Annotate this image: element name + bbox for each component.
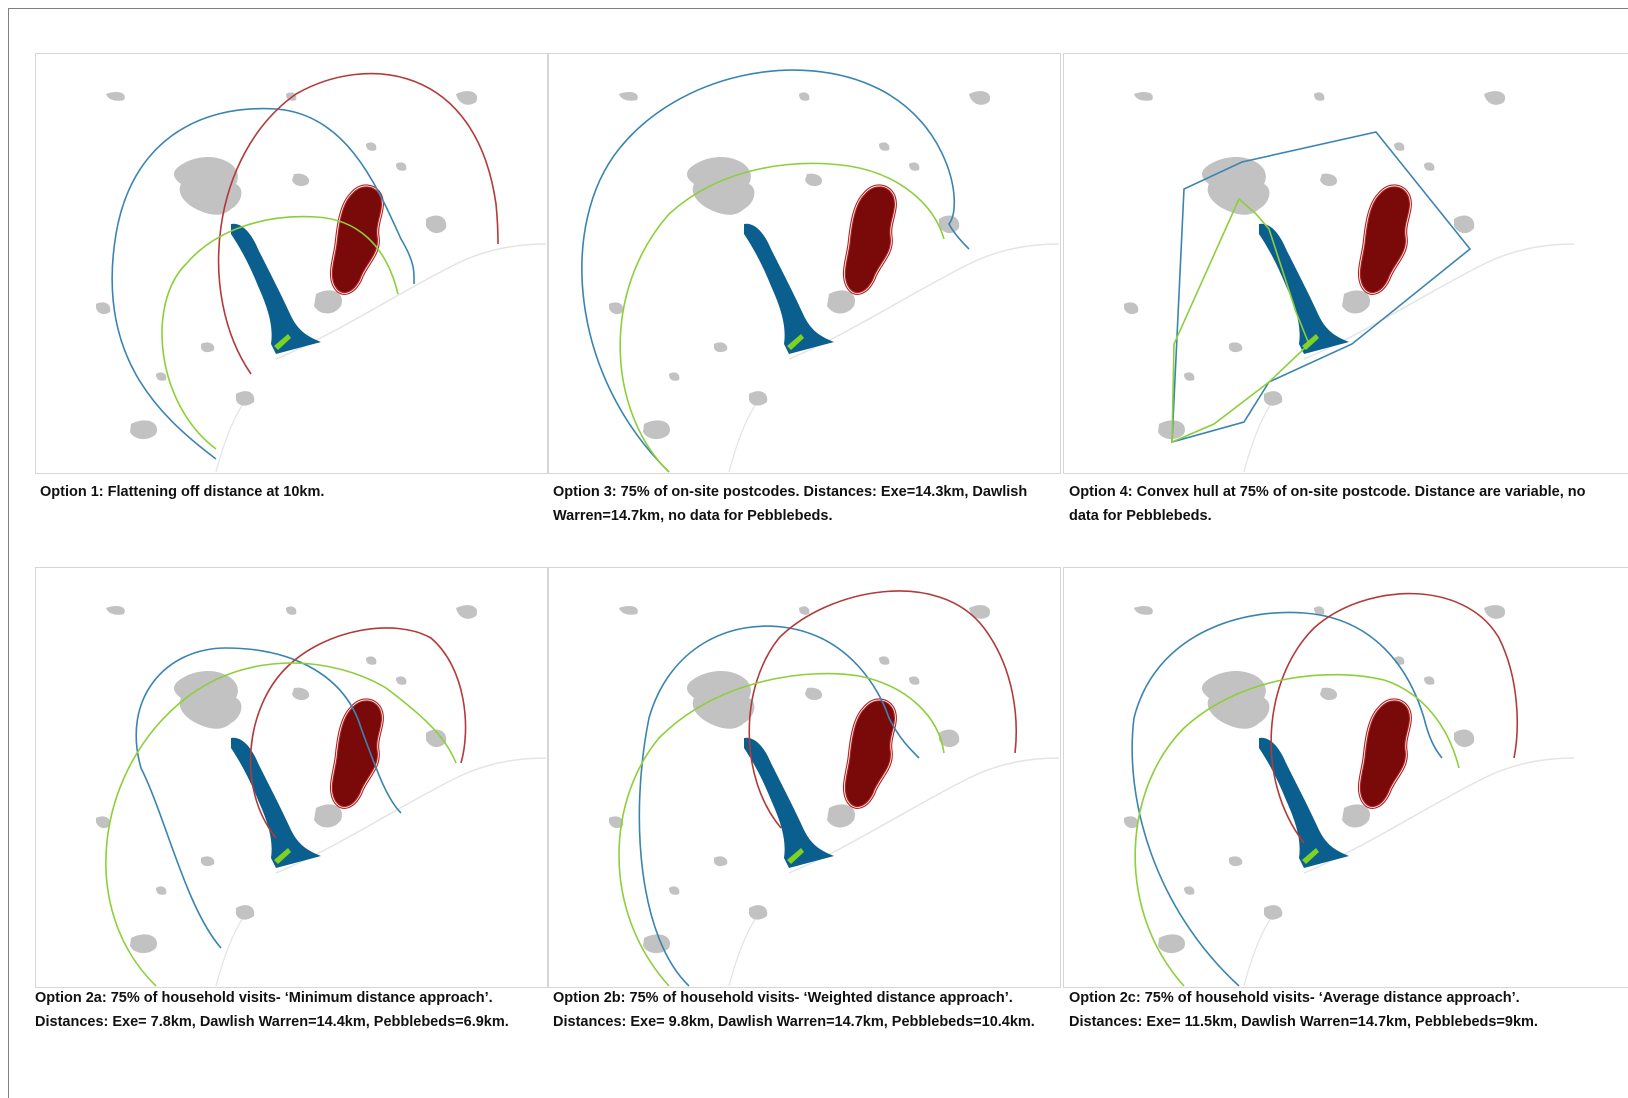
buffer-pebblebeds — [748, 590, 1017, 829]
caption-option-2b: Option 2b: 75% of household visits- ‘Wei… — [553, 990, 1035, 1030]
caption-option-1: Option 1: Flattening off distance at 10k… — [40, 484, 325, 500]
map-panel-option-1 — [35, 53, 548, 474]
buffer-pebblebeds — [217, 72, 499, 375]
map-panel-option-2a — [35, 567, 548, 988]
buffer-exe — [581, 69, 970, 473]
buffer-exe — [135, 647, 402, 949]
buffer-exe — [111, 107, 415, 460]
buffer-exe — [638, 625, 920, 987]
map-panel-option-2c — [1063, 567, 1628, 988]
map-option-2c — [1122, 592, 1576, 987]
buffer-pebblebeds — [1270, 592, 1519, 844]
base-map — [94, 89, 547, 473]
base-map — [94, 603, 547, 987]
base-map — [607, 89, 1060, 473]
map-panel-option-3 — [548, 53, 1061, 474]
map-option-1 — [94, 72, 547, 473]
map-panel-option-4 — [1063, 53, 1628, 474]
buffer-dawlish — [618, 672, 945, 987]
caption-option-3: Option 3: 75% of on-site postcodes. Dist… — [553, 484, 1028, 524]
map-option-2b — [607, 590, 1060, 987]
caption-option-4: Option 4: Convex hull at 75% of on-site … — [1069, 484, 1586, 524]
buffer-exe — [1131, 611, 1443, 987]
map-option-3 — [581, 69, 1060, 473]
map-panel-option-2b — [548, 567, 1061, 988]
buffer-dawlish — [1134, 673, 1460, 987]
caption-option-2c: Option 2c: 75% of household visits- ‘Ave… — [1069, 990, 1538, 1030]
map-option-4 — [1122, 89, 1576, 473]
buffer-dawlish — [619, 162, 945, 473]
buffer-dawlish — [105, 662, 457, 987]
page-frame — [8, 8, 1628, 1098]
buffer-pebblebeds — [249, 627, 467, 839]
base-map — [1122, 603, 1576, 987]
buffer-dawlish — [161, 215, 399, 450]
caption-option-2a: Option 2a: 75% of household visits- ‘Min… — [35, 990, 509, 1030]
map-option-2a — [94, 603, 547, 987]
base-map — [1122, 89, 1576, 473]
convex-hull-exe — [1171, 131, 1472, 444]
base-map — [607, 603, 1060, 987]
convex-hull-dawlish — [1171, 197, 1310, 444]
